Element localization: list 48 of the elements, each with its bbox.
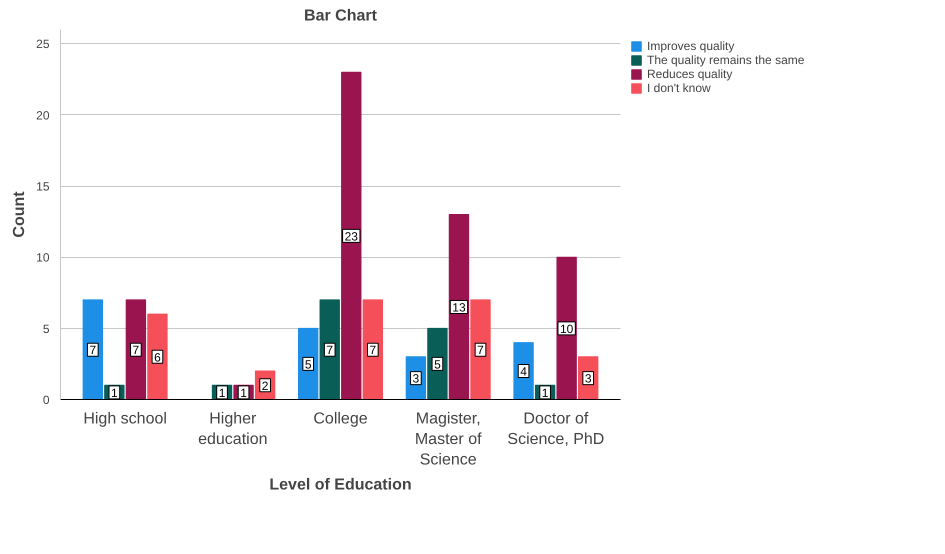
data-label: 3 [584, 372, 592, 386]
data-label: 1 [218, 386, 226, 400]
data-label: 1 [240, 386, 248, 400]
x-axis-title: Level of Education [269, 476, 412, 494]
y-tick-label: 10 [36, 250, 50, 265]
bar [448, 214, 470, 400]
data-label: 7 [326, 343, 334, 358]
data-label: 6 [154, 350, 162, 364]
bar [147, 314, 168, 400]
y-tick-label: 25 [36, 37, 50, 52]
bar [82, 299, 103, 400]
y-tick-label: 15 [36, 180, 50, 194]
data-label: 7 [132, 343, 140, 358]
data-label: 2 [262, 378, 269, 393]
bar [470, 299, 491, 400]
legend-label: Reduces quality [647, 67, 732, 81]
bar [298, 328, 318, 400]
x-tick-label: Higher education [198, 410, 268, 448]
x-tick-label: College [313, 410, 368, 428]
data-label: 5 [304, 357, 312, 372]
data-label: 23 [344, 229, 358, 244]
y-tick-label: 0 [42, 393, 50, 407]
bar [427, 328, 448, 400]
data-label: 5 [434, 357, 442, 372]
data-label: 13 [452, 300, 466, 314]
x-tick-label: High school [83, 410, 167, 428]
bar [362, 299, 383, 400]
data-label: 3 [412, 372, 420, 386]
chart-title: Bar Chart [304, 8, 378, 24]
legend-label: I don't know [647, 81, 711, 95]
bar [341, 72, 362, 400]
data-label: 1 [542, 386, 549, 400]
data-label: 7 [369, 343, 376, 358]
data-label: 1 [111, 386, 118, 400]
x-tick-label: Doctor of Science, PhD [507, 410, 604, 448]
y-tick-label: 5 [42, 322, 50, 336]
y-axis-title: Count [11, 190, 28, 238]
data-label: 4 [520, 364, 528, 379]
legend-label: Improves quality [647, 39, 734, 53]
bar [320, 299, 340, 400]
legend-label: The quality remains the same [647, 53, 804, 67]
x-tick-label: Magister, Master of Science [414, 410, 482, 468]
y-tick-label: 20 [36, 108, 50, 122]
data-label: 7 [89, 343, 96, 358]
bar [126, 299, 146, 400]
data-label: 7 [477, 343, 484, 358]
bar [556, 256, 577, 400]
data-label: 10 [560, 322, 574, 336]
